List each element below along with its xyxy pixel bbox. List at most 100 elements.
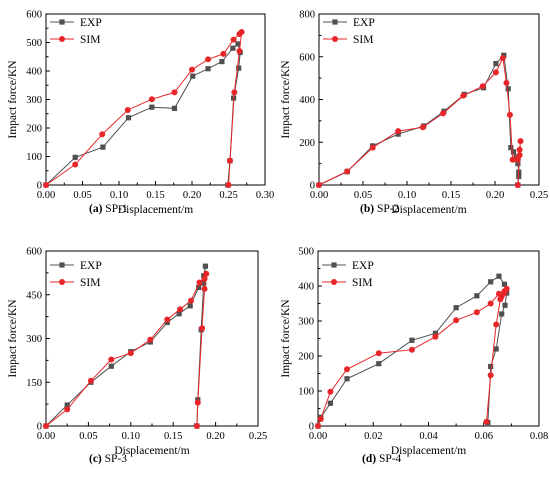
x-tick-label: 0.08 [530, 431, 548, 442]
series-line-sim [318, 56, 521, 186]
y-tick-label: 800 [299, 10, 315, 21]
y-axis-title: Impact force/KN [280, 299, 292, 378]
data-point-sim [492, 69, 499, 76]
series-line-exp [45, 43, 241, 186]
data-point-sim [99, 131, 106, 138]
x-tick-label: 0.00 [309, 431, 327, 442]
data-point-sim [201, 275, 208, 282]
data-point-exp [493, 60, 499, 67]
data-point-sim [87, 377, 94, 384]
data-point-sim [203, 270, 210, 277]
data-point-sim [188, 297, 195, 304]
data-point-sim [230, 36, 237, 43]
y-tick-label: 600 [299, 52, 315, 63]
data-point-exp [499, 311, 505, 317]
data-point-sim [231, 89, 238, 96]
legend-label: EXP [352, 260, 374, 272]
data-point-exp [501, 281, 508, 287]
series-line-sim [317, 288, 508, 427]
data-point-sim [432, 333, 439, 340]
series-line-exp [317, 275, 508, 427]
caption-letter: (b) [360, 203, 374, 215]
data-point-exp [515, 161, 521, 167]
data-point-exp [488, 279, 494, 285]
y-tick-label: 500 [26, 38, 42, 49]
data-point-exp [327, 400, 334, 406]
y-tick-label: 600 [26, 247, 42, 258]
data-point-sim [72, 161, 79, 168]
x-tick-label: 0.00 [37, 190, 55, 201]
x-tick-label: 0.05 [354, 190, 372, 201]
data-point-sim [43, 182, 49, 188]
data-point-sim [147, 336, 154, 343]
data-point-exp [432, 330, 439, 336]
data-point-sim [516, 146, 523, 153]
y-tick-label: 200 [299, 138, 315, 149]
caption-letter: (a) [89, 203, 103, 215]
legend-label: SIM [353, 34, 373, 46]
data-point-sim [148, 96, 155, 103]
legend-marker-exp [59, 262, 65, 268]
data-point-sim [199, 325, 206, 332]
data-point-sim [127, 350, 134, 357]
data-point-exp [230, 45, 236, 51]
data-point-exp [235, 41, 241, 47]
x-axis-title: Displacement/m [391, 445, 466, 457]
legend-marker-exp [331, 262, 337, 268]
data-point-sim [440, 110, 447, 117]
x-tick-label: 0.30 [256, 190, 274, 201]
panel-caption: (b) SP-2 [360, 203, 400, 215]
y-tick-label: 600 [26, 10, 42, 21]
data-point-sim [503, 79, 510, 86]
data-point-sim [194, 399, 201, 406]
data-point-exp [344, 376, 350, 382]
data-point-exp [201, 280, 207, 286]
data-point-exp [376, 361, 382, 367]
data-point-exp [236, 65, 242, 71]
x-tick-label: 0.15 [442, 190, 460, 201]
caption-text: SP-1 [102, 203, 127, 215]
legend-marker-sim [331, 279, 337, 285]
data-point-sim [487, 300, 494, 307]
caption-text: SP-4 [376, 453, 401, 465]
y-tick-label: 500 [298, 247, 314, 258]
y-tick-label: 450 [26, 290, 42, 301]
legend-label: SIM [80, 277, 100, 289]
y-tick-label: 400 [26, 67, 42, 78]
data-point-sim [108, 356, 115, 363]
caption-letter: (d) [362, 453, 376, 465]
data-point-sim [395, 128, 402, 135]
data-point-sim [493, 321, 500, 328]
x-tick-label: 0.04 [419, 431, 438, 442]
data-point-sim [473, 309, 480, 316]
data-point-exp [488, 363, 494, 370]
panel-caption: (c) SP-3 [89, 453, 127, 465]
x-tick-label: 0.02 [364, 431, 382, 442]
data-point-exp [474, 293, 480, 299]
data-point-exp [493, 346, 499, 352]
y-tick-label: 0 [37, 422, 42, 433]
data-point-sim [514, 182, 521, 188]
data-point-sim [171, 89, 178, 96]
y-axis-title: Impact force/KN [7, 60, 19, 139]
series-line-sim [45, 30, 243, 186]
data-point-exp [176, 311, 182, 317]
x-tick-label: 0.10 [122, 431, 140, 442]
y-tick-label: 300 [26, 334, 42, 345]
x-axis-title: Displacement/m [118, 204, 193, 216]
data-point-sim [220, 50, 227, 57]
data-point-exp [187, 303, 193, 309]
data-point-sim [201, 285, 208, 292]
y-tick-label: 0 [310, 181, 315, 192]
data-point-sim [479, 83, 486, 90]
y-tick-label: 0 [37, 181, 42, 192]
data-point-sim [317, 416, 324, 422]
data-point-sim [499, 55, 506, 62]
data-point-sim [43, 423, 49, 429]
legend-label: EXP [353, 17, 375, 29]
data-point-exp [108, 363, 114, 369]
y-tick-label: 0 [309, 422, 314, 433]
data-point-sim [344, 366, 351, 373]
data-point-exp [510, 149, 517, 155]
panel-sp-2: 0.00 0.05 0.10 0.15 0.20 0.25 0 200 400 600 800 Dis… [280, 10, 548, 217]
